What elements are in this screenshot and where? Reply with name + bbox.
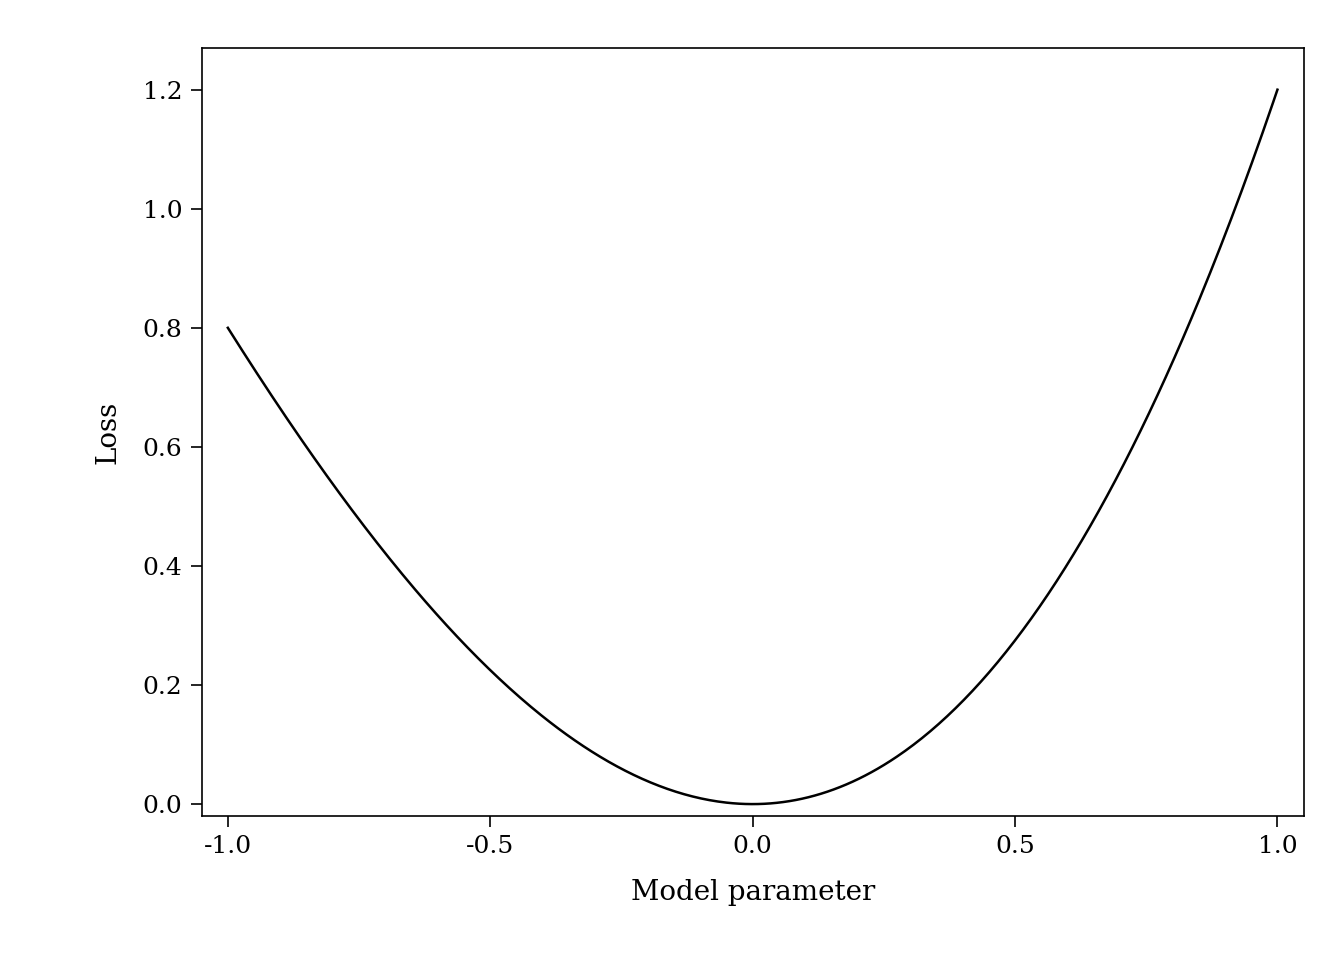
Y-axis label: Loss: Loss xyxy=(94,400,121,464)
X-axis label: Model parameter: Model parameter xyxy=(630,879,875,906)
